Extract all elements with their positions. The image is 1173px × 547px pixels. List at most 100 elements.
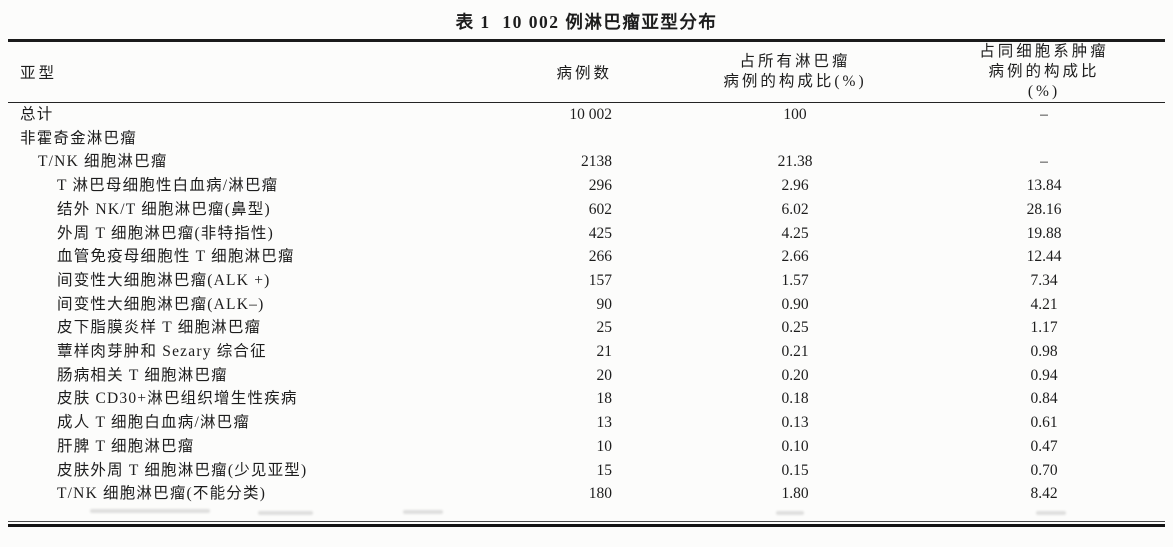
table-row: 皮下脂膜炎样 T 细胞淋巴瘤 25 0.25 1.17 — [8, 316, 1165, 340]
table-row: 总计 10 002 100 – — [8, 103, 1165, 127]
pct-all-cell: 0.25 — [781, 319, 809, 337]
header-subtype: 亚型 — [8, 42, 460, 103]
pct-all-cell: 0.21 — [781, 343, 809, 361]
subtype-cell: 总计 — [20, 106, 54, 123]
subtype-cell: T 淋巴母细胞性白血病/淋巴瘤 — [57, 177, 279, 195]
pct-all-cell: 0.20 — [781, 366, 809, 384]
pct-all-cell — [612, 127, 978, 151]
pct-all-cell: 0.10 — [781, 437, 809, 455]
pct-lineage-cell: – — [1040, 153, 1048, 171]
subtype-cell: 间变性大细胞淋巴瘤(ALK–) — [57, 295, 265, 313]
cases-cell: 25 — [596, 319, 613, 337]
pct-lineage-cell: 28.16 — [1026, 200, 1062, 218]
pct-lineage-cell: 0.61 — [1030, 414, 1058, 432]
pct-all-cell: 0.15 — [781, 461, 809, 479]
pct-all-cell: 4.25 — [781, 224, 809, 242]
table-row: T 淋巴母细胞性白血病/淋巴瘤 296 2.96 13.84 — [8, 174, 1165, 198]
header-pct-lineage: 占同细胞系肿瘤 病例的构成比(%) — [978, 42, 1165, 103]
pct-lineage-cell: 0.94 — [1030, 366, 1058, 384]
pct-lineage-cell: 8.42 — [1030, 485, 1058, 503]
pct-lineage-cell: 0.98 — [1030, 343, 1058, 361]
table-bottom-rule — [8, 520, 1165, 527]
cropped-partial-row — [8, 506, 1165, 521]
cases-cell — [460, 127, 612, 151]
table-row: 外周 T 细胞淋巴瘤(非特指性) 425 4.25 19.88 — [8, 222, 1165, 246]
pct-lineage-cell: 7.34 — [1030, 271, 1058, 289]
pct-all-cell: 1.57 — [781, 271, 809, 289]
cases-cell: 90 — [596, 295, 613, 313]
pct-all-cell: 0.90 — [781, 295, 809, 313]
header-pct-all: 占所有淋巴瘤 病例的构成比(%) — [612, 42, 978, 103]
table-row: 肝脾 T 细胞淋巴瘤 10 0.10 0.47 — [8, 435, 1165, 459]
header-row: 亚型 病例数 占所有淋巴瘤 病例的构成比(%) 占同细胞系肿瘤 病例的构成比(%… — [8, 42, 1165, 103]
pct-lineage-cell: 1.17 — [1030, 319, 1058, 337]
table-caption: 表 1 10 002 例淋巴瘤亚型分布 — [455, 12, 718, 32]
cases-cell: 266 — [588, 248, 612, 266]
table-row: 蕈样肉芽肿和 Sezary 综合征 21 0.21 0.98 — [8, 340, 1165, 364]
subtype-cell: 血管免疫母细胞性 T 细胞淋巴瘤 — [57, 248, 295, 266]
scan-artifact — [403, 509, 443, 514]
header-cases-label: 病例数 — [556, 65, 612, 82]
subtype-cell: 肝脾 T 细胞淋巴瘤 — [57, 437, 195, 455]
pct-lineage-cell: 4.21 — [1030, 295, 1058, 313]
pct-lineage-cell — [978, 127, 1165, 151]
header-pct-all-line1: 占所有淋巴瘤 — [739, 53, 851, 70]
cases-cell: 180 — [588, 485, 612, 503]
pct-lineage-cell: 0.70 — [1030, 461, 1058, 479]
scan-artifact — [90, 508, 210, 513]
cases-cell: 425 — [588, 224, 612, 242]
pct-lineage-cell: 0.47 — [1030, 437, 1058, 455]
cases-cell: 296 — [588, 177, 612, 195]
table-row: 非霍奇金淋巴瘤 — [8, 127, 1165, 151]
table-row: 间变性大细胞淋巴瘤(ALK–) 90 0.90 4.21 — [8, 293, 1165, 317]
table-row: 血管免疫母细胞性 T 细胞淋巴瘤 266 2.66 12.44 — [8, 245, 1165, 269]
subtype-cell: 外周 T 细胞淋巴瘤(非特指性) — [57, 224, 274, 242]
scan-artifact — [1036, 510, 1066, 515]
table-row: 肠病相关 T 细胞淋巴瘤 20 0.20 0.94 — [8, 364, 1165, 388]
cases-cell: 15 — [596, 461, 613, 479]
table-top-rule — [8, 39, 1165, 42]
header-subtype-label: 亚型 — [20, 65, 58, 82]
pct-lineage-cell: – — [1040, 106, 1048, 123]
pct-all-cell: 21.38 — [777, 153, 813, 171]
table-body: 总计 10 002 100– 非霍奇金淋巴瘤 T/NK 细胞淋巴瘤 2138 21.38– T… — [8, 103, 1165, 506]
subtype-cell: 肠病相关 T 细胞淋巴瘤 — [57, 366, 228, 384]
pct-lineage-cell: 0.84 — [1030, 390, 1058, 408]
pct-lineage-cell: 19.88 — [1026, 224, 1062, 242]
cases-cell: 10 — [596, 437, 613, 455]
table-row: T/NK 细胞淋巴瘤(不能分类) 180 1.80 8.42 — [8, 482, 1165, 506]
table-row: 间变性大细胞淋巴瘤(ALK +) 157 1.57 7.34 — [8, 269, 1165, 293]
lymphoma-subtype-table: 亚型 病例数 占所有淋巴瘤 病例的构成比(%) 占同细胞系肿瘤 病例的构成比(%… — [8, 42, 1165, 506]
pct-all-cell: 1.80 — [781, 485, 809, 503]
subtype-cell: 蕈样肉芽肿和 Sezary 综合征 — [57, 343, 267, 361]
pct-all-cell: 2.96 — [781, 177, 809, 195]
subtype-cell: T/NK 细胞淋巴瘤 — [38, 153, 168, 171]
subtype-cell: 成人 T 细胞白血病/淋巴瘤 — [57, 414, 251, 432]
cases-cell: 10 002 — [569, 106, 612, 123]
subtype-cell: 皮肤外周 T 细胞淋巴瘤(少见亚型) — [57, 461, 308, 479]
cases-cell: 21 — [596, 343, 613, 361]
subtype-cell: 皮肤 CD30+淋巴组织增生性疾病 — [57, 390, 298, 408]
table-row: 结外 NK/T 细胞淋巴瘤(鼻型) 602 6.02 28.16 — [8, 198, 1165, 222]
cases-cell: 20 — [596, 366, 613, 384]
subtype-cell: T/NK 细胞淋巴瘤(不能分类) — [57, 485, 267, 503]
pct-all-cell: 0.18 — [781, 390, 809, 408]
table-row: 皮肤 CD30+淋巴组织增生性疾病 18 0.18 0.84 — [8, 387, 1165, 411]
subtype-cell: 结外 NK/T 细胞淋巴瘤(鼻型) — [57, 200, 271, 218]
subtype-cell: 间变性大细胞淋巴瘤(ALK +) — [57, 271, 271, 289]
table-header: 亚型 病例数 占所有淋巴瘤 病例的构成比(%) 占同细胞系肿瘤 病例的构成比(%… — [8, 42, 1165, 103]
table-row: T/NK 细胞淋巴瘤 2138 21.38 – — [8, 150, 1165, 174]
cases-cell: 13 — [596, 414, 613, 432]
pct-all-cell: 100 — [783, 106, 807, 123]
pct-lineage-cell: 13.84 — [1026, 177, 1062, 195]
header-pct-lineage-line1: 占同细胞系肿瘤 — [979, 43, 1109, 60]
header-cases: 病例数 — [460, 42, 612, 103]
pct-all-cell: 0.13 — [781, 414, 809, 432]
cases-cell: 2138 — [581, 153, 612, 171]
pct-lineage-cell: 12.44 — [1026, 248, 1062, 266]
cases-cell: 157 — [588, 271, 612, 289]
scan-artifact — [258, 510, 313, 515]
header-pct-all-line2: 病例的构成比(%) — [723, 73, 867, 90]
cases-cell: 18 — [596, 390, 613, 408]
